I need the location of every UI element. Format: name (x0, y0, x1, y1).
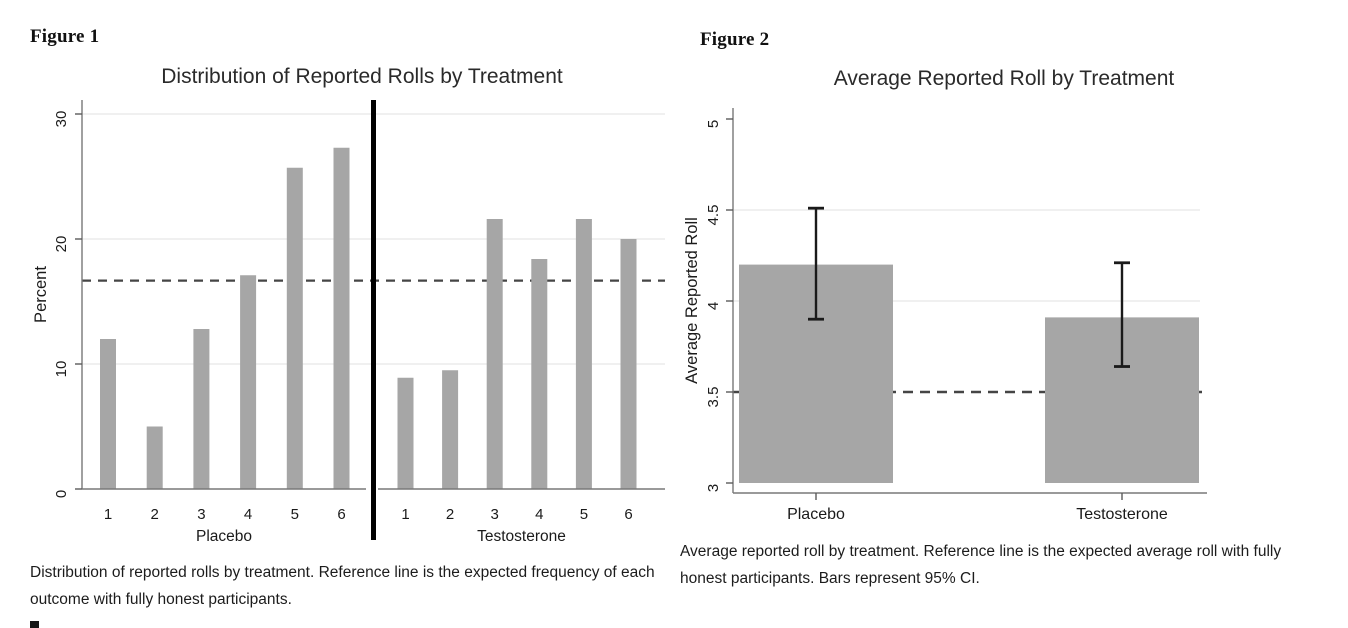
bar (286, 167, 303, 489)
x-tick-label: 5 (291, 506, 299, 523)
y-axis-title: Percent (32, 266, 50, 323)
y-tick-label: 20 (53, 236, 70, 253)
bar (531, 259, 548, 489)
bar (575, 219, 592, 489)
figure2-caption-line1: Average reported roll by treatment. Refe… (680, 543, 1282, 560)
figure2-caption: Average reported roll by treatment. Refe… (680, 538, 1328, 592)
bar (146, 426, 163, 489)
bar (486, 219, 503, 489)
x-tick-label: 4 (244, 506, 252, 523)
figure1-caption-line1: Distribution of reported rolls by treatm… (30, 564, 655, 581)
x-tick-label: 4 (535, 506, 543, 523)
chart1-title: Distribution of Reported Rolls by Treatm… (161, 65, 563, 88)
x-tick-label: 3 (491, 506, 499, 523)
y-tick-label: 3 (705, 484, 722, 492)
bar (442, 370, 459, 489)
figure2-block: Figure 2 Average Reported Roll by Treatm… (674, 0, 1348, 628)
y-tick-label: 3.5 (705, 387, 722, 408)
y-tick-label: 5 (705, 120, 722, 128)
bar (397, 377, 414, 489)
x-tick-label: 2 (151, 506, 159, 523)
figure1-label: Figure 1 (30, 26, 100, 47)
bar (620, 239, 637, 489)
x-tick-label: 6 (624, 506, 632, 523)
x-tick-label: 1 (104, 506, 112, 523)
figure2-caption-line2: honest participants. Bars represent 95% … (680, 570, 980, 587)
figure1-block: Figure 1 Distribution of Reported Rolls … (30, 26, 665, 608)
y-tick-label: 0 (53, 490, 70, 498)
figure1-caption: Distribution of reported rolls by treatm… (30, 559, 678, 613)
x-tick-label: 6 (337, 506, 345, 523)
chart2-title: Average Reported Roll by Treatment (834, 67, 1175, 90)
bar (100, 339, 116, 489)
bar (240, 275, 257, 489)
figure2-chart: Average Reported Roll by Treatment 3 3.5 4 4… (683, 67, 1207, 523)
x-tick-label: Testosterone (1076, 506, 1168, 523)
y-tick-label: 4 (705, 302, 722, 310)
x-tick-label: 5 (580, 506, 588, 523)
y-tick-label: 30 (53, 111, 70, 128)
x-tick-label: 3 (197, 506, 205, 523)
x-tick-label: Placebo (787, 506, 845, 523)
bar (193, 329, 210, 489)
panel-label: Placebo (196, 528, 252, 545)
x-tick-label: 2 (446, 506, 454, 523)
y-axis-title: Average Reported Roll (683, 217, 701, 384)
figure1-chart: Distribution of Reported Rolls by Treatm… (32, 65, 665, 545)
figure1-caption-line2: outcome with fully honest participants. (30, 591, 292, 608)
cropped-content-artifact (30, 621, 39, 628)
y-tick-label: 10 (53, 361, 70, 378)
x-tick-label: 1 (401, 506, 409, 523)
figure2-label: Figure 2 (700, 29, 770, 50)
panel-label: Testosterone (477, 528, 566, 545)
bar (333, 147, 350, 489)
y-tick-label: 4.5 (705, 205, 722, 226)
